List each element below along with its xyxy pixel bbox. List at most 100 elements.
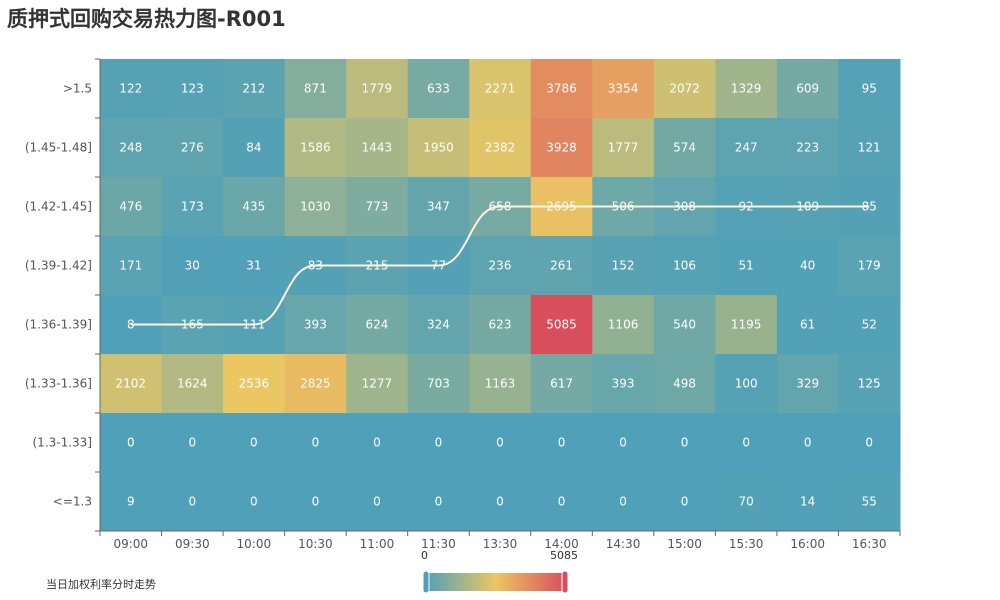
heatmap-cell[interactable] bbox=[592, 59, 655, 119]
heatmap-cell[interactable] bbox=[530, 118, 593, 178]
heatmap-cell[interactable] bbox=[592, 472, 655, 532]
heatmap-cell[interactable] bbox=[346, 354, 409, 414]
heatmap-cell[interactable] bbox=[715, 236, 778, 296]
heatmap-cell[interactable] bbox=[161, 59, 224, 119]
heatmap-cell[interactable] bbox=[469, 295, 532, 355]
heatmap-cell[interactable] bbox=[407, 354, 470, 414]
heatmap-cell[interactable] bbox=[284, 472, 347, 532]
heatmap-cell[interactable] bbox=[346, 59, 409, 119]
heatmap-cell[interactable] bbox=[592, 295, 655, 355]
cell-value-label: 1163 bbox=[485, 377, 516, 391]
heatmap-cell[interactable] bbox=[284, 177, 347, 237]
heatmap-cell[interactable] bbox=[284, 354, 347, 414]
heatmap-cell[interactable] bbox=[100, 472, 163, 532]
heatmap-cell[interactable] bbox=[284, 295, 347, 355]
heatmap-cell[interactable] bbox=[653, 413, 716, 473]
heatmap-cell[interactable] bbox=[284, 118, 347, 178]
visual-map-max-label: 5085 bbox=[550, 549, 578, 562]
heatmap-cell[interactable] bbox=[100, 354, 163, 414]
heatmap-cell[interactable] bbox=[407, 295, 470, 355]
heatmap-cell[interactable] bbox=[161, 413, 224, 473]
heatmap-cell[interactable] bbox=[715, 59, 778, 119]
visual-map[interactable] bbox=[422, 570, 569, 594]
heatmap-cell[interactable] bbox=[530, 295, 593, 355]
cell-value-label: 212 bbox=[242, 82, 265, 96]
heatmap-cell[interactable] bbox=[223, 413, 286, 473]
heatmap-cell[interactable] bbox=[776, 354, 839, 414]
heatmap-cell[interactable] bbox=[407, 177, 470, 237]
heatmap-cell[interactable] bbox=[776, 59, 839, 119]
heatmap-cell[interactable] bbox=[776, 236, 839, 296]
heatmap-cell[interactable] bbox=[346, 472, 409, 532]
heatmap-cell[interactable] bbox=[653, 472, 716, 532]
heatmap-cell[interactable] bbox=[161, 177, 224, 237]
heatmap-cell[interactable] bbox=[407, 118, 470, 178]
visual-map-min-handle[interactable] bbox=[422, 570, 430, 594]
heatmap-cell[interactable] bbox=[653, 59, 716, 119]
heatmap-cell[interactable] bbox=[715, 413, 778, 473]
heatmap-cell[interactable] bbox=[469, 118, 532, 178]
heatmap-cell[interactable] bbox=[469, 236, 532, 296]
heatmap-cell[interactable] bbox=[776, 295, 839, 355]
visual-map-max-handle[interactable] bbox=[561, 570, 569, 594]
heatmap-cell[interactable] bbox=[346, 118, 409, 178]
heatmap-cell[interactable] bbox=[776, 472, 839, 532]
heatmap-cell[interactable] bbox=[100, 236, 163, 296]
heatmap-cell[interactable] bbox=[592, 118, 655, 178]
heatmap-cell[interactable] bbox=[530, 413, 593, 473]
heatmap-cell[interactable] bbox=[838, 236, 901, 296]
heatmap-cell[interactable] bbox=[715, 295, 778, 355]
heatmap-cell[interactable] bbox=[776, 413, 839, 473]
heatmap-cell[interactable] bbox=[346, 177, 409, 237]
heatmap-cell[interactable] bbox=[223, 354, 286, 414]
heatmap-cell[interactable] bbox=[530, 472, 593, 532]
heatmap-cell[interactable] bbox=[469, 354, 532, 414]
heatmap-cell[interactable] bbox=[284, 59, 347, 119]
heatmap-cell[interactable] bbox=[530, 59, 593, 119]
heatmap-cell[interactable] bbox=[715, 118, 778, 178]
heatmap-cell[interactable] bbox=[592, 354, 655, 414]
heatmap-cell[interactable] bbox=[407, 472, 470, 532]
heatmap-cell[interactable] bbox=[223, 118, 286, 178]
heatmap-cell[interactable] bbox=[838, 354, 901, 414]
heatmap-cell[interactable] bbox=[407, 59, 470, 119]
heatmap-cell[interactable] bbox=[776, 118, 839, 178]
heatmap-cell[interactable] bbox=[223, 177, 286, 237]
heatmap-cell[interactable] bbox=[223, 472, 286, 532]
cell-value-label: 1624 bbox=[177, 377, 208, 391]
heatmap-cell[interactable] bbox=[838, 413, 901, 473]
heatmap-cell[interactable] bbox=[100, 59, 163, 119]
heatmap-cell[interactable] bbox=[653, 295, 716, 355]
heatmap-cell[interactable] bbox=[100, 118, 163, 178]
heatmap-cell[interactable] bbox=[284, 413, 347, 473]
heatmap-cell[interactable] bbox=[223, 59, 286, 119]
heatmap-cell[interactable] bbox=[100, 413, 163, 473]
heatmap-cell[interactable] bbox=[346, 295, 409, 355]
heatmap-cell[interactable] bbox=[838, 118, 901, 178]
heatmap-cell[interactable] bbox=[653, 118, 716, 178]
heatmap-cell[interactable] bbox=[223, 236, 286, 296]
heatmap-cell[interactable] bbox=[530, 236, 593, 296]
heatmap-cell[interactable] bbox=[469, 59, 532, 119]
heatmap-cell[interactable] bbox=[653, 354, 716, 414]
heatmap-cell[interactable] bbox=[346, 413, 409, 473]
heatmap-cell[interactable] bbox=[161, 236, 224, 296]
heatmap-cell[interactable] bbox=[100, 177, 163, 237]
heatmap-cell[interactable] bbox=[653, 236, 716, 296]
heatmap-cell[interactable] bbox=[715, 354, 778, 414]
heatmap-cell[interactable] bbox=[469, 472, 532, 532]
heatmap-cell[interactable] bbox=[161, 472, 224, 532]
heatmap-cell[interactable] bbox=[161, 118, 224, 178]
cell-value-label: 1950 bbox=[423, 141, 454, 155]
heatmap-cell[interactable] bbox=[715, 472, 778, 532]
trend-line[interactable] bbox=[130, 205, 870, 326]
heatmap-cell[interactable] bbox=[838, 59, 901, 119]
heatmap-cell[interactable] bbox=[407, 413, 470, 473]
heatmap-cell[interactable] bbox=[161, 354, 224, 414]
heatmap-cell[interactable] bbox=[469, 413, 532, 473]
heatmap-cell[interactable] bbox=[530, 354, 593, 414]
heatmap-cell[interactable] bbox=[838, 295, 901, 355]
heatmap-cell[interactable] bbox=[838, 472, 901, 532]
heatmap-cell[interactable] bbox=[592, 236, 655, 296]
heatmap-cell[interactable] bbox=[592, 413, 655, 473]
